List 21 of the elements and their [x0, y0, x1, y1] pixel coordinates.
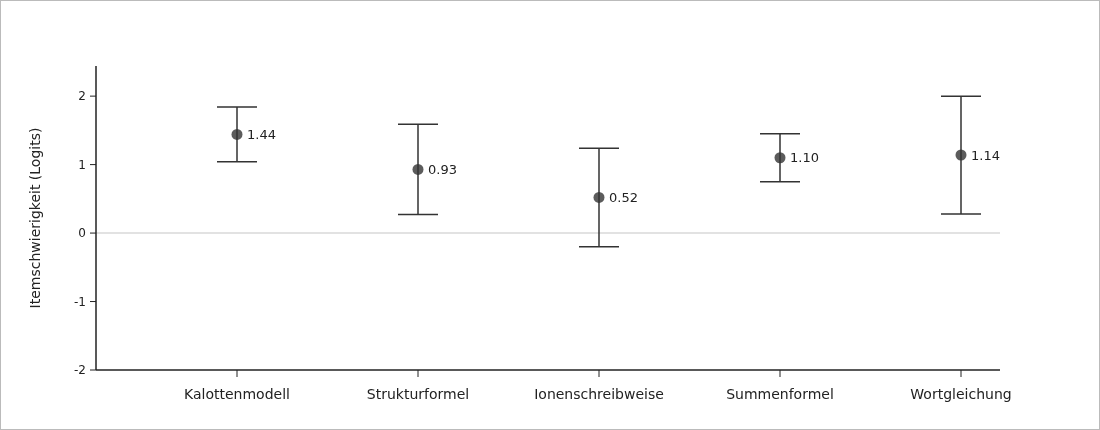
x-tick-label: Kalottenmodell [184, 386, 290, 402]
x-tick-label: Strukturformel [366, 386, 470, 402]
data-label: 1.44 [247, 127, 276, 143]
y-tick-label: -1 [74, 294, 86, 309]
x-tick-label: Wortgleichung [910, 386, 1012, 402]
y-axis-title: Itemschwierigkeit (Logits) [27, 127, 43, 309]
x-tick-label: Ionenschreibweise [534, 386, 664, 402]
point [955, 149, 967, 161]
point [774, 152, 786, 164]
x-tick-label: Summenformel [726, 386, 834, 402]
data-label: 0.93 [428, 161, 457, 177]
y-tick-label: 0 [78, 226, 86, 241]
data-label: 1.14 [971, 147, 1000, 163]
y-tick-label: -2 [74, 363, 86, 378]
data-label: 0.52 [609, 190, 638, 206]
data-label: 1.10 [790, 150, 819, 166]
point [412, 163, 424, 175]
point [231, 128, 243, 140]
y-tick-label: 1 [78, 157, 86, 172]
point [593, 191, 605, 203]
y-tick-label: 2 [78, 89, 86, 104]
